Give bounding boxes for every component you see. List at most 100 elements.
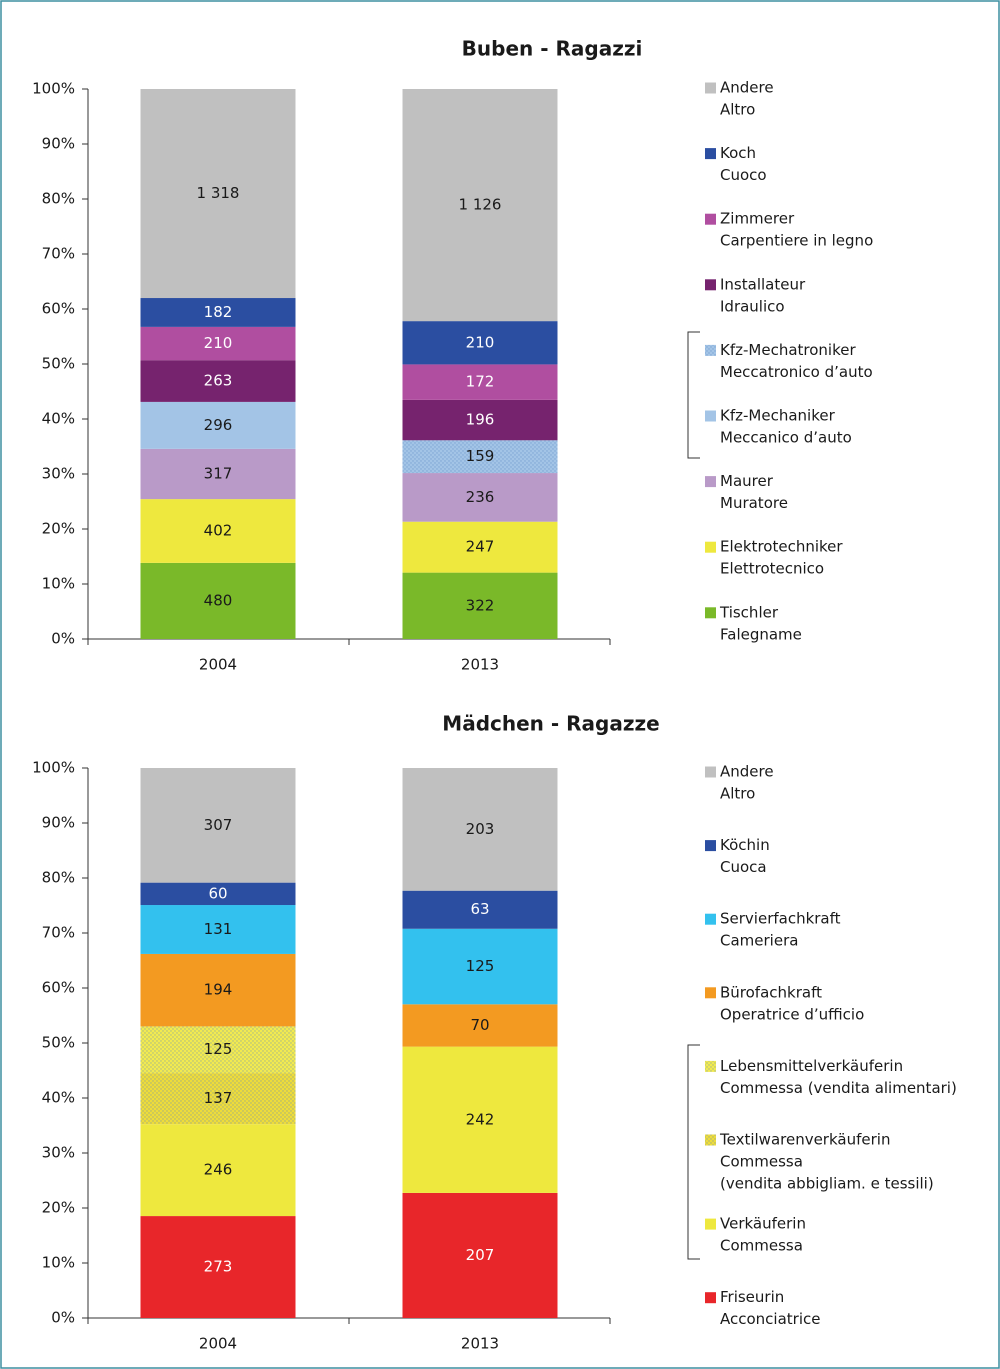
y-tick-label: 60% — [42, 300, 75, 318]
bar-segment — [140, 499, 296, 563]
legend-label: Lebensmittelverkäuferin — [720, 1057, 903, 1075]
legend-label: Bürofachkraft — [720, 983, 822, 1001]
legend-label: Meccanico d’auto — [720, 429, 852, 447]
y-tick-label: 100% — [32, 80, 75, 98]
legend-label: Carpentiere in legno — [720, 232, 873, 250]
y-tick-label: 20% — [42, 520, 75, 538]
y-tick-label: 30% — [42, 1144, 75, 1162]
legend-bracket — [687, 331, 700, 459]
bar-segment — [402, 1046, 558, 1193]
data-label: 322 — [466, 596, 495, 614]
data-label: 70 — [470, 1016, 489, 1034]
legend-label: Textilwarenverkäuferin — [719, 1131, 890, 1149]
legend-label: (vendita abbigliam. e tessili) — [720, 1175, 934, 1193]
legend-label: Falegname — [720, 625, 802, 643]
y-tick-label: 20% — [42, 1199, 75, 1217]
legend-swatch — [705, 1060, 716, 1072]
data-label: 480 — [204, 591, 233, 609]
legend-swatch — [705, 766, 716, 778]
legend-swatch — [705, 840, 716, 852]
bar-segment — [402, 399, 558, 441]
data-label: 137 — [204, 1089, 233, 1107]
y-tick-label: 50% — [42, 1034, 75, 1052]
legend-label: Commessa — [720, 1237, 803, 1255]
legend-label: Altro — [720, 101, 755, 119]
legend-label: Köchin — [720, 836, 770, 854]
data-label: 125 — [466, 957, 495, 975]
data-label: 182 — [204, 303, 233, 321]
data-label: 203 — [466, 820, 495, 838]
legend-label: Maurer — [720, 472, 774, 490]
bar-segment — [402, 1192, 558, 1318]
y-tick-label: 90% — [42, 814, 75, 832]
data-label: 1 318 — [197, 184, 240, 202]
legend-label: Elektrotechniker — [720, 538, 843, 556]
legend-label: Verkäuferin — [720, 1215, 806, 1233]
legend-swatch — [705, 279, 716, 291]
data-label: 307 — [204, 816, 233, 834]
data-label: 242 — [466, 1110, 495, 1128]
data-label: 296 — [204, 416, 233, 434]
legend-label: Kfz-Mechatroniker — [720, 341, 856, 359]
legend-swatch — [705, 82, 716, 94]
legend-label: Acconciatrice — [720, 1310, 820, 1328]
bar-segment — [140, 89, 296, 299]
legend-swatch — [705, 1218, 716, 1230]
legend-swatch — [705, 1134, 716, 1146]
data-label: 207 — [466, 1246, 495, 1264]
y-tick-label: 50% — [42, 355, 75, 373]
data-label: 236 — [466, 488, 495, 506]
legend-swatch — [705, 541, 716, 553]
bar-segment — [402, 890, 558, 929]
data-label: 402 — [204, 521, 233, 539]
legend-swatch — [705, 1292, 716, 1304]
data-label: 210 — [204, 334, 233, 352]
legend-label: Operatrice d’ufficio — [720, 1005, 864, 1023]
data-label: 273 — [204, 1258, 233, 1276]
legend-label: Servierfachkraft — [720, 910, 841, 928]
bar-segment — [140, 562, 296, 639]
y-tick-label: 100% — [32, 759, 75, 777]
x-tick-label: 2013 — [461, 1335, 499, 1353]
data-label: 125 — [204, 1040, 233, 1058]
bar-segment — [402, 521, 558, 573]
data-label: 246 — [204, 1161, 233, 1179]
legend-label: Tischler — [719, 603, 779, 621]
data-label: 131 — [204, 920, 233, 938]
y-tick-label: 90% — [42, 135, 75, 153]
bar-segment — [402, 440, 558, 474]
y-tick-label: 70% — [42, 924, 75, 942]
x-tick-label: 2013 — [461, 656, 499, 674]
data-label: 63 — [470, 900, 489, 918]
bar-segment — [140, 448, 296, 500]
legend-label: Commessa — [720, 1153, 803, 1171]
legend-label: Andere — [720, 79, 774, 97]
legend-swatch — [705, 913, 716, 925]
legend-swatch — [705, 476, 716, 488]
legend-label: Cuoca — [720, 858, 767, 876]
data-label: 194 — [204, 981, 233, 999]
y-tick-label: 0% — [51, 1309, 75, 1327]
y-tick-label: 70% — [42, 245, 75, 263]
legend-swatch — [705, 607, 716, 619]
legend-label: Andere — [720, 763, 774, 781]
x-tick-label: 2004 — [199, 1335, 237, 1353]
y-tick-label: 10% — [42, 1254, 75, 1272]
y-tick-label: 60% — [42, 979, 75, 997]
legend-label: Zimmerer — [720, 210, 795, 228]
data-label: 210 — [466, 333, 495, 351]
legend-swatch — [705, 213, 716, 225]
legend-label: Altro — [720, 785, 755, 803]
bar-segment — [140, 1124, 296, 1217]
y-tick-label: 30% — [42, 465, 75, 483]
bar-segment — [402, 572, 558, 639]
bar-segment — [402, 1004, 558, 1047]
bar-segment — [140, 1026, 296, 1074]
legend-label: Cuoco — [720, 166, 767, 184]
data-label: 247 — [466, 538, 495, 556]
chart-title: Buben - Ragazzi — [462, 37, 643, 61]
legend-swatch — [705, 410, 716, 422]
data-label: 60 — [208, 884, 227, 902]
